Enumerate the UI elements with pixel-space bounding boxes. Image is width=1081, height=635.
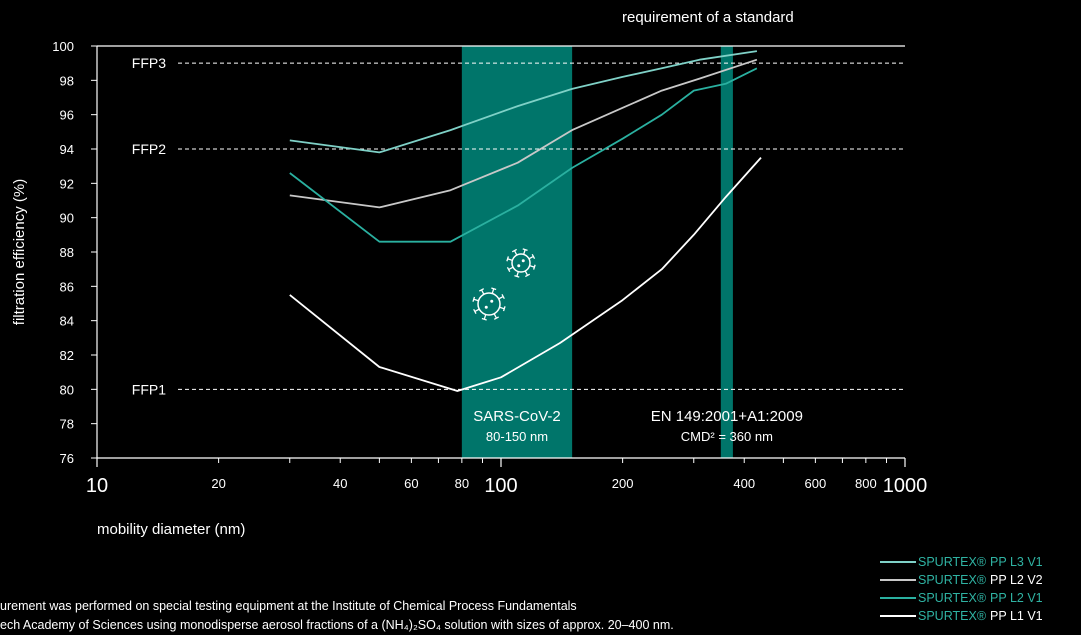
legend-swatch <box>880 597 916 599</box>
footnote-line-2: ech Academy of Sciences using monodisper… <box>0 618 674 632</box>
virus-icon-spike-cap <box>506 267 511 273</box>
virus-icon-spike <box>493 313 498 319</box>
x-major-tick-label: 100 <box>484 475 517 497</box>
y-tick-label: 80 <box>60 382 74 397</box>
reference-label-ffp1: FFP1 <box>132 381 166 397</box>
virus-icon-spike <box>528 255 534 260</box>
virus-icon-spike-cap <box>525 273 531 278</box>
x-axis-label: mobility diameter (nm) <box>97 521 245 538</box>
series-line-1 <box>289 50 758 154</box>
band-title-1: SARS-CoV-2 <box>473 408 561 425</box>
reference-label-ffp2: FFP2 <box>132 141 166 157</box>
y-tick-label: 92 <box>60 176 74 191</box>
virus-icon-spike <box>523 249 526 255</box>
y-tick-label: 88 <box>60 245 74 260</box>
virus-icon <box>511 253 531 273</box>
legend-brand: SPURTEX® <box>918 609 987 623</box>
legend-item: SPURTEX® PP L3 V1 <box>880 553 1080 571</box>
legend-swatch <box>880 615 916 617</box>
legend-swatch <box>880 579 916 581</box>
legend-label: PP L2 V1 <box>990 591 1043 605</box>
legend-item: SPURTEX® PP L1 V1 <box>880 607 1080 625</box>
virus-icon-spike <box>513 250 518 256</box>
virus-icon-spike-cap <box>479 288 485 292</box>
virus-icon-dot <box>517 264 521 268</box>
virus-icon-spike-cap <box>502 306 506 312</box>
legend-brand: SPURTEX® <box>918 573 987 587</box>
legend: SPURTEX® PP L3 V1 SPURTEX® PP L2 V2 SPURTEX®… <box>880 553 1080 625</box>
virus-icon-spike <box>524 270 529 276</box>
virus-icon-spike-cap <box>501 294 505 300</box>
y-tick-label: 98 <box>60 73 74 88</box>
virus-icon-spike-cap <box>511 248 517 253</box>
reference-label-ffp3: FFP3 <box>132 55 166 71</box>
x-minor-tick-label: 60 <box>404 476 418 491</box>
virus-icon-spike <box>507 258 513 261</box>
legend-swatch <box>880 561 916 563</box>
legend-item: SPURTEX® PP L2 V2 <box>880 571 1080 589</box>
y-tick-label: 100 <box>52 39 74 54</box>
virus-icon-dot <box>490 299 494 303</box>
virus-icon <box>477 292 501 316</box>
legend-label: PP L2 V2 <box>990 573 1043 587</box>
x-minor-tick-label: 20 <box>211 476 225 491</box>
band-title-2: EN 149:2001+A1:2009 <box>651 408 803 425</box>
virus-icon-spike <box>473 298 479 302</box>
virus-icon-spike-cap <box>514 275 520 278</box>
legend-item: SPURTEX® PP L2 V1 <box>880 589 1080 607</box>
virus-icon-dot <box>484 305 488 309</box>
virus-icon-spike-cap <box>531 253 536 259</box>
series-line-4 <box>289 157 762 392</box>
virus-icon-spike-cap <box>522 248 528 251</box>
legend-brand: SPURTEX® <box>918 591 987 605</box>
x-major-tick-label: 10 <box>86 475 108 497</box>
x-major-tick-label: 1000 <box>883 475 928 497</box>
virus-icon-spike-cap <box>533 264 536 270</box>
virus-icon-spike <box>499 306 505 310</box>
band-1 <box>461 46 573 458</box>
legend-brand: SPURTEX® <box>918 555 987 569</box>
virus-icon-spike <box>491 288 495 294</box>
x-minor-tick-label: 80 <box>455 476 469 491</box>
x-minor-tick-label: 400 <box>733 476 755 491</box>
series-line-3 <box>289 67 758 243</box>
y-tick-label: 94 <box>60 142 74 157</box>
virus-icon-spike <box>516 271 519 277</box>
virus-icon-dot <box>521 259 525 263</box>
virus-icon-spike-cap <box>493 316 499 320</box>
virus-icon-spike <box>508 266 514 271</box>
virus-icon-spike-cap <box>481 317 487 321</box>
x-minor-tick-label: 800 <box>855 476 877 491</box>
virus-icon-spike <box>483 314 487 320</box>
y-tick-label: 82 <box>60 348 74 363</box>
band-subtitle-2: CMD² = 360 nm <box>681 429 773 444</box>
y-tick-label: 86 <box>60 279 74 294</box>
band-subtitle-1: 80-150 nm <box>486 429 548 444</box>
band-2 <box>720 46 733 458</box>
virus-icon-spike <box>498 295 504 300</box>
virus-icon-spike-cap <box>491 287 497 291</box>
top-annotation: requirement of a standard <box>622 9 794 26</box>
y-tick-label: 96 <box>60 108 74 123</box>
y-tick-label: 90 <box>60 211 74 226</box>
virus-icon-spike <box>480 289 485 295</box>
virus-icon-spike <box>474 308 480 313</box>
legend-label: PP L3 V1 <box>990 555 1043 569</box>
x-minor-tick-label: 200 <box>612 476 634 491</box>
footnote: urement was performed on special testing… <box>0 597 820 635</box>
series-line-2 <box>289 58 758 209</box>
virus-icon-spike-cap <box>506 256 509 262</box>
x-minor-tick-label: 40 <box>333 476 347 491</box>
footnote-line-1: urement was performed on special testing… <box>0 599 577 613</box>
x-minor-tick-label: 600 <box>805 476 827 491</box>
y-tick-label: 78 <box>60 417 74 432</box>
virus-icon-spike-cap <box>473 308 477 314</box>
y-tick-label: 84 <box>60 314 74 329</box>
legend-label: PP L1 V1 <box>990 609 1043 623</box>
virus-icon-spike-cap <box>472 296 476 302</box>
virus-icon-spike <box>529 265 535 268</box>
y-tick-label: 76 <box>60 451 74 466</box>
y-axis-label: filtration efficiency (%) <box>11 179 28 325</box>
